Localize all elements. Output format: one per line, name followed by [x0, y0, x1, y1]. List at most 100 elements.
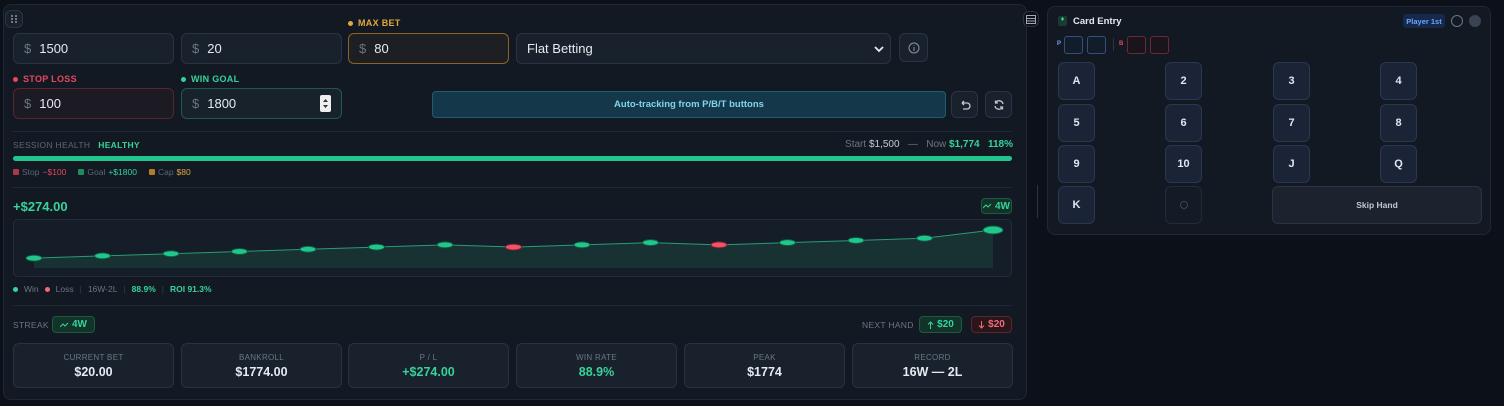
undo-button[interactable]: [951, 91, 978, 118]
banker-slot: [1127, 36, 1146, 54]
stat-value: 16W — 2L: [902, 365, 963, 379]
card-button[interactable]: 9: [1058, 145, 1095, 183]
win-point: [573, 241, 591, 249]
card-button[interactable]: 6: [1165, 104, 1202, 142]
card-button[interactable]: 5: [1058, 104, 1095, 142]
tracker-panel: [3, 4, 1027, 400]
card-button[interactable]: 10: [1165, 145, 1202, 183]
win-point: [162, 250, 180, 258]
value: 4W: [72, 319, 87, 330]
win-point: [779, 239, 796, 247]
win-point: [916, 234, 933, 242]
stop-loss-input[interactable]: $100: [13, 88, 174, 119]
stat-value: +$274.00: [402, 365, 455, 379]
now-label: Now: [926, 139, 947, 150]
divider: [13, 187, 1012, 188]
spinner[interactable]: [320, 95, 331, 112]
win: Win: [24, 284, 39, 294]
value: +$1800: [108, 167, 137, 177]
swatch: [78, 169, 85, 175]
separator: [1113, 38, 1114, 51]
label: SESSION HEALTH: [13, 140, 91, 150]
win-point: [436, 241, 454, 249]
session-health: SESSION HEALTH HEALTHY: [13, 140, 140, 150]
card-button[interactable]: A: [1058, 62, 1095, 100]
auto-tracking-button[interactable]: Auto-tracking from P/B/T buttons: [432, 91, 946, 118]
prefix: $: [192, 41, 200, 56]
skip-hand-button[interactable]: Skip Hand: [1272, 186, 1482, 224]
info-button[interactable]: [899, 33, 928, 62]
streak-label: STREAK: [13, 320, 49, 330]
health-bar: [13, 156, 1012, 161]
stat-label: RECORD: [914, 353, 951, 362]
card-button[interactable]: K: [1058, 186, 1095, 224]
resize-handle[interactable]: [1037, 185, 1038, 218]
next-down: $20: [971, 316, 1012, 333]
value: 100: [39, 96, 61, 111]
limit-item: Goal +$1800: [78, 167, 137, 177]
status: HEALTHY: [98, 140, 140, 150]
next-up: $20: [919, 316, 962, 333]
bankroll-chart: [13, 219, 1012, 277]
now: $1,774: [949, 139, 980, 150]
win-point: [94, 252, 111, 260]
card-button[interactable]: 2: [1165, 62, 1202, 100]
banker-label: B: [1119, 41, 1124, 47]
order-badge[interactable]: Player 1st: [1403, 14, 1445, 28]
start-label: Start: [845, 139, 867, 150]
loss-point: [710, 241, 728, 249]
label: Stop: [22, 167, 40, 177]
value: 1500: [39, 41, 69, 56]
banker-slot: [1150, 36, 1169, 54]
prefix: $: [192, 96, 200, 111]
settings-icon[interactable]: [1451, 15, 1463, 27]
stat-value: $1774: [747, 365, 782, 379]
swatch: [148, 169, 155, 175]
base-bet-input[interactable]: $20: [181, 33, 342, 64]
win-goal-input[interactable]: $1800: [181, 88, 342, 119]
stat-card: RECORD 16W — 2L: [852, 343, 1013, 388]
stat-card: CURRENT BET $20.00: [13, 343, 174, 388]
win-point: [368, 243, 385, 251]
max-bet-input[interactable]: $80: [348, 33, 509, 64]
card-button[interactable]: J: [1273, 145, 1310, 183]
bankroll-input[interactable]: $1500: [13, 33, 174, 64]
card-button[interactable]: 3: [1273, 62, 1310, 100]
value: −$100: [42, 167, 67, 177]
card-button[interactable]: Q: [1380, 145, 1417, 183]
prefix: $: [24, 41, 32, 56]
value: $20: [937, 319, 954, 330]
drag-handle[interactable]: [5, 10, 23, 28]
win-point: [982, 225, 1004, 235]
loss: Loss: [55, 284, 74, 294]
stat-label: PEAK: [753, 353, 776, 362]
stat-value: $1774.00: [235, 365, 288, 379]
win-point: [299, 245, 317, 253]
refresh-button[interactable]: [985, 91, 1012, 118]
card-icon: ♦: [1058, 16, 1067, 26]
label: Auto-tracking from P/B/T buttons: [614, 99, 764, 110]
separator: —: [907, 139, 918, 150]
streak-badge: 4W: [52, 316, 95, 333]
stat-label: BANKROLL: [238, 353, 285, 362]
card-button[interactable]: 4: [1380, 62, 1417, 100]
win-rate: 88.9%: [131, 284, 156, 294]
win-point: [847, 236, 865, 244]
stat-label: WIN RATE: [576, 353, 617, 362]
card-button[interactable]: 8: [1380, 104, 1417, 142]
win-goal-label: WIN GOAL: [181, 74, 239, 84]
max-bet-label: MAX BET: [348, 18, 401, 28]
limit-item: Cap $80: [148, 167, 191, 177]
value: $20: [988, 319, 1005, 330]
card-button[interactable]: 7: [1273, 104, 1310, 142]
stop-loss-label: STOP LOSS: [13, 74, 77, 84]
sidebar-toggle[interactable]: [1023, 11, 1039, 27]
history-icon[interactable]: [1469, 15, 1481, 27]
record: 16W-2L: [87, 284, 118, 294]
stat-label: P / L: [419, 353, 438, 362]
player-slot: [1064, 36, 1083, 54]
strategy-select[interactable]: Flat Betting: [516, 33, 891, 64]
player-slot: [1087, 36, 1106, 54]
start: $1,500: [868, 139, 900, 150]
